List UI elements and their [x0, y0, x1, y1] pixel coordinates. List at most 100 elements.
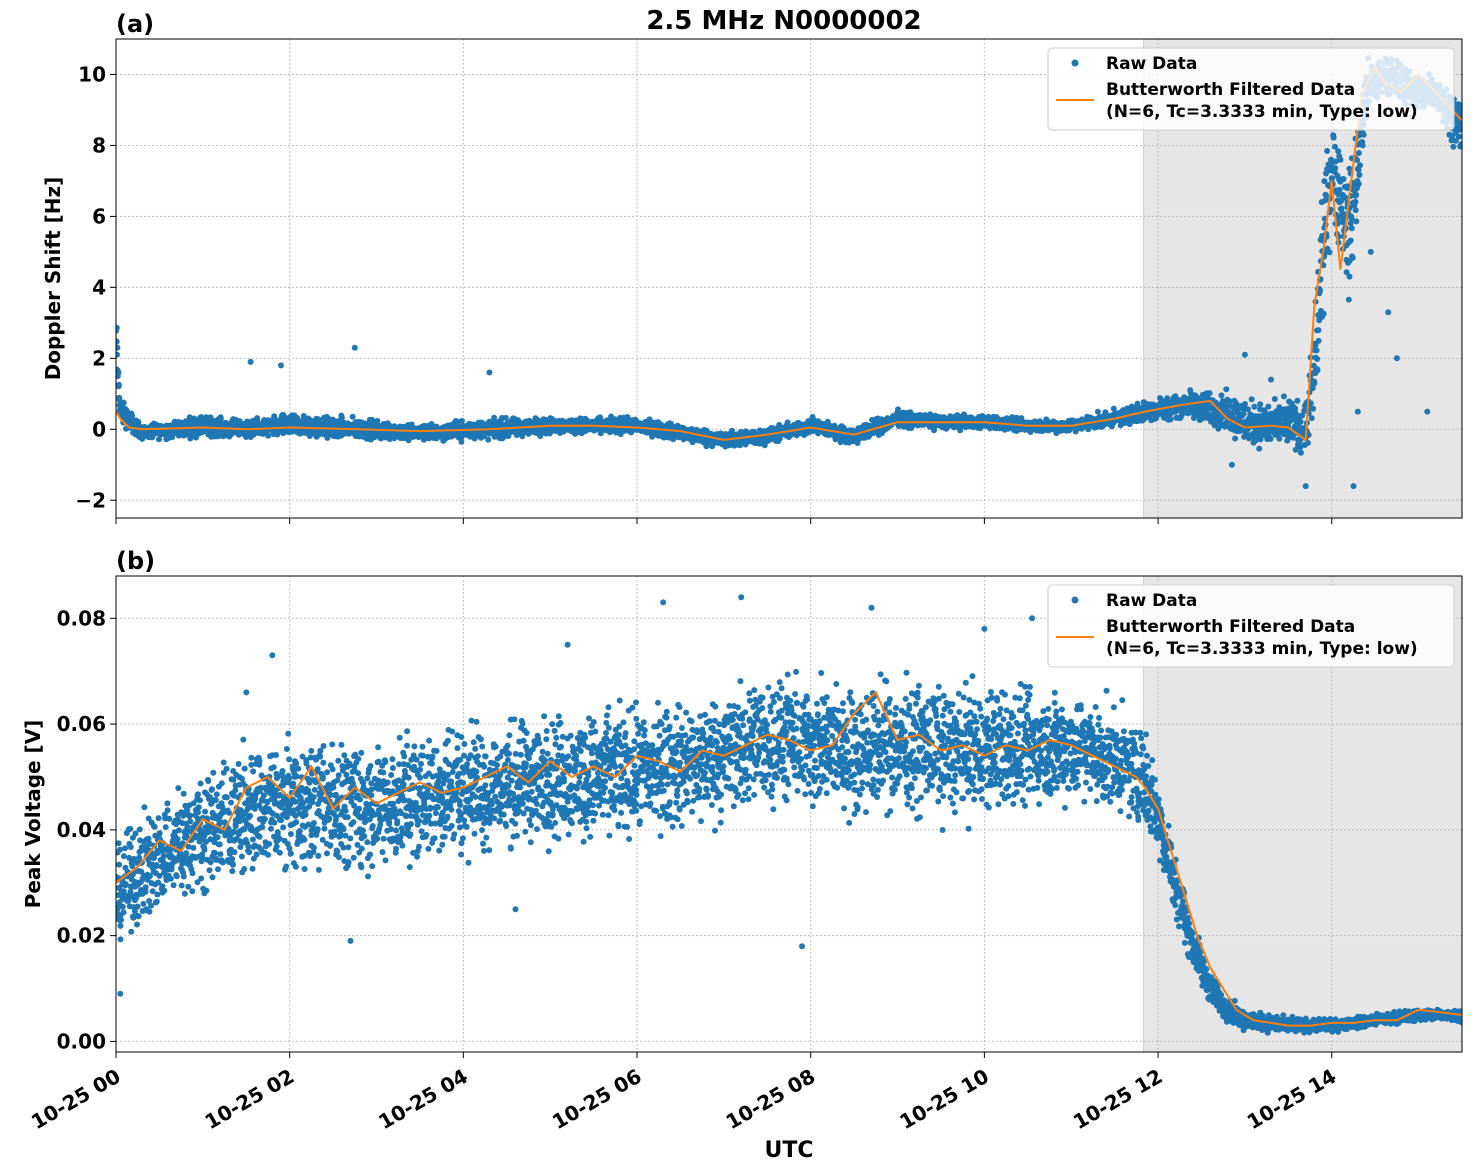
raw-data-point	[129, 413, 136, 419]
raw-data-point	[1164, 395, 1171, 402]
raw-data-point	[1348, 225, 1355, 232]
raw-data-point	[1360, 131, 1367, 138]
raw-data-point	[1299, 412, 1306, 419]
raw-data-point	[1314, 366, 1321, 373]
raw-data-point	[1320, 310, 1327, 317]
raw-data-point	[1324, 148, 1331, 154]
raw-data-point	[1313, 347, 1320, 354]
raw-data-point	[1332, 165, 1339, 172]
raw-data-point	[282, 414, 289, 421]
raw-data-point	[1244, 406, 1251, 413]
raw-data-point	[1305, 431, 1312, 438]
raw-data-point	[837, 439, 844, 446]
raw-data-point	[481, 432, 488, 439]
raw-data-point	[1271, 396, 1278, 402]
raw-data-point	[1312, 342, 1319, 348]
raw-data-point	[1356, 172, 1363, 178]
raw-data-point	[1355, 180, 1362, 187]
raw-data-point	[1348, 215, 1355, 222]
raw-data-point	[1167, 416, 1174, 423]
raw-data-point	[1218, 415, 1225, 422]
raw-data-point	[1347, 237, 1354, 244]
raw-data-point	[895, 406, 901, 413]
raw-data-point	[1355, 150, 1362, 156]
raw-data-point	[116, 344, 121, 351]
raw-data-point	[265, 432, 272, 439]
raw-data-point	[1267, 435, 1274, 442]
raw-data-point	[1206, 390, 1213, 397]
raw-data-point	[491, 414, 498, 421]
raw-data-point	[1338, 205, 1345, 212]
raw-data-point	[1248, 396, 1255, 403]
raw-data-point	[1226, 398, 1233, 405]
raw-data-point	[1346, 273, 1353, 280]
raw-data-point	[485, 436, 492, 443]
raw-data-point	[405, 437, 412, 444]
raw-data-point	[1326, 249, 1333, 256]
raw-data-point	[1251, 403, 1258, 410]
raw-data-point	[1349, 254, 1356, 261]
raw-data-point	[1357, 162, 1363, 169]
raw-data-point	[1352, 198, 1359, 205]
raw-data-point	[1336, 186, 1343, 193]
raw-data-point	[1359, 142, 1366, 149]
raw-data-point	[1345, 296, 1352, 303]
raw-data-point	[459, 418, 465, 424]
raw-data-point	[1257, 401, 1264, 408]
raw-data-point	[1317, 287, 1323, 294]
raw-data-point	[1347, 220, 1354, 227]
raw-data-point	[1297, 449, 1304, 456]
raw-data-point	[1242, 401, 1248, 407]
raw-data-point	[207, 414, 214, 421]
raw-data-point	[116, 369, 122, 376]
raw-data-point	[338, 414, 345, 421]
raw-data-point	[1280, 393, 1287, 400]
raw-data-point	[116, 351, 120, 358]
raw-data-point	[116, 338, 120, 345]
raw-data-point	[198, 414, 205, 420]
raw-data-point	[1314, 356, 1321, 362]
raw-data-point	[1355, 167, 1362, 173]
raw-data-point	[1218, 392, 1225, 399]
raw-data-point	[1315, 327, 1322, 334]
raw-data-point	[1343, 269, 1350, 276]
raw-data-point	[116, 324, 120, 331]
raw-data-point	[1223, 386, 1230, 393]
raw-data-point	[1329, 175, 1336, 182]
raw-data-point	[1315, 337, 1322, 344]
raw-data-point	[1335, 148, 1342, 155]
raw-data-point	[1232, 435, 1239, 442]
raw-data-point	[1330, 134, 1337, 141]
raw-data-point	[1240, 410, 1247, 417]
raw-data-point	[1346, 165, 1353, 172]
raw-data-point	[116, 381, 122, 388]
plot-data	[116, 55, 1462, 490]
figure-title: 2.5 MHz N0000002	[646, 6, 921, 36]
raw-data-point	[454, 418, 461, 425]
raw-data-point	[1344, 185, 1351, 192]
raw-data-point	[1256, 445, 1263, 452]
raw-data-point	[120, 399, 127, 406]
raw-data-point	[1311, 378, 1318, 385]
raw-data-point	[502, 414, 509, 421]
raw-data-point	[1094, 408, 1101, 415]
raw-data-point	[1308, 415, 1315, 422]
raw-data-point	[1321, 178, 1328, 185]
raw-data-point	[374, 418, 381, 424]
raw-data-point	[1307, 400, 1314, 407]
raw-data-point	[1292, 446, 1299, 453]
raw-data-point	[349, 413, 356, 420]
raw-data-point	[1337, 156, 1344, 163]
raw-data-point	[1332, 143, 1338, 150]
raw-data-point	[1297, 418, 1304, 425]
raw-data-point	[1276, 435, 1283, 442]
raw-data-point	[1352, 207, 1359, 214]
raw-data-point	[1340, 176, 1347, 182]
raw-data-point	[1310, 405, 1317, 412]
raw-data-point	[1342, 194, 1349, 201]
raw-data-point	[458, 438, 465, 445]
raw-data-point	[1294, 397, 1301, 404]
raw-data-point	[217, 415, 224, 422]
